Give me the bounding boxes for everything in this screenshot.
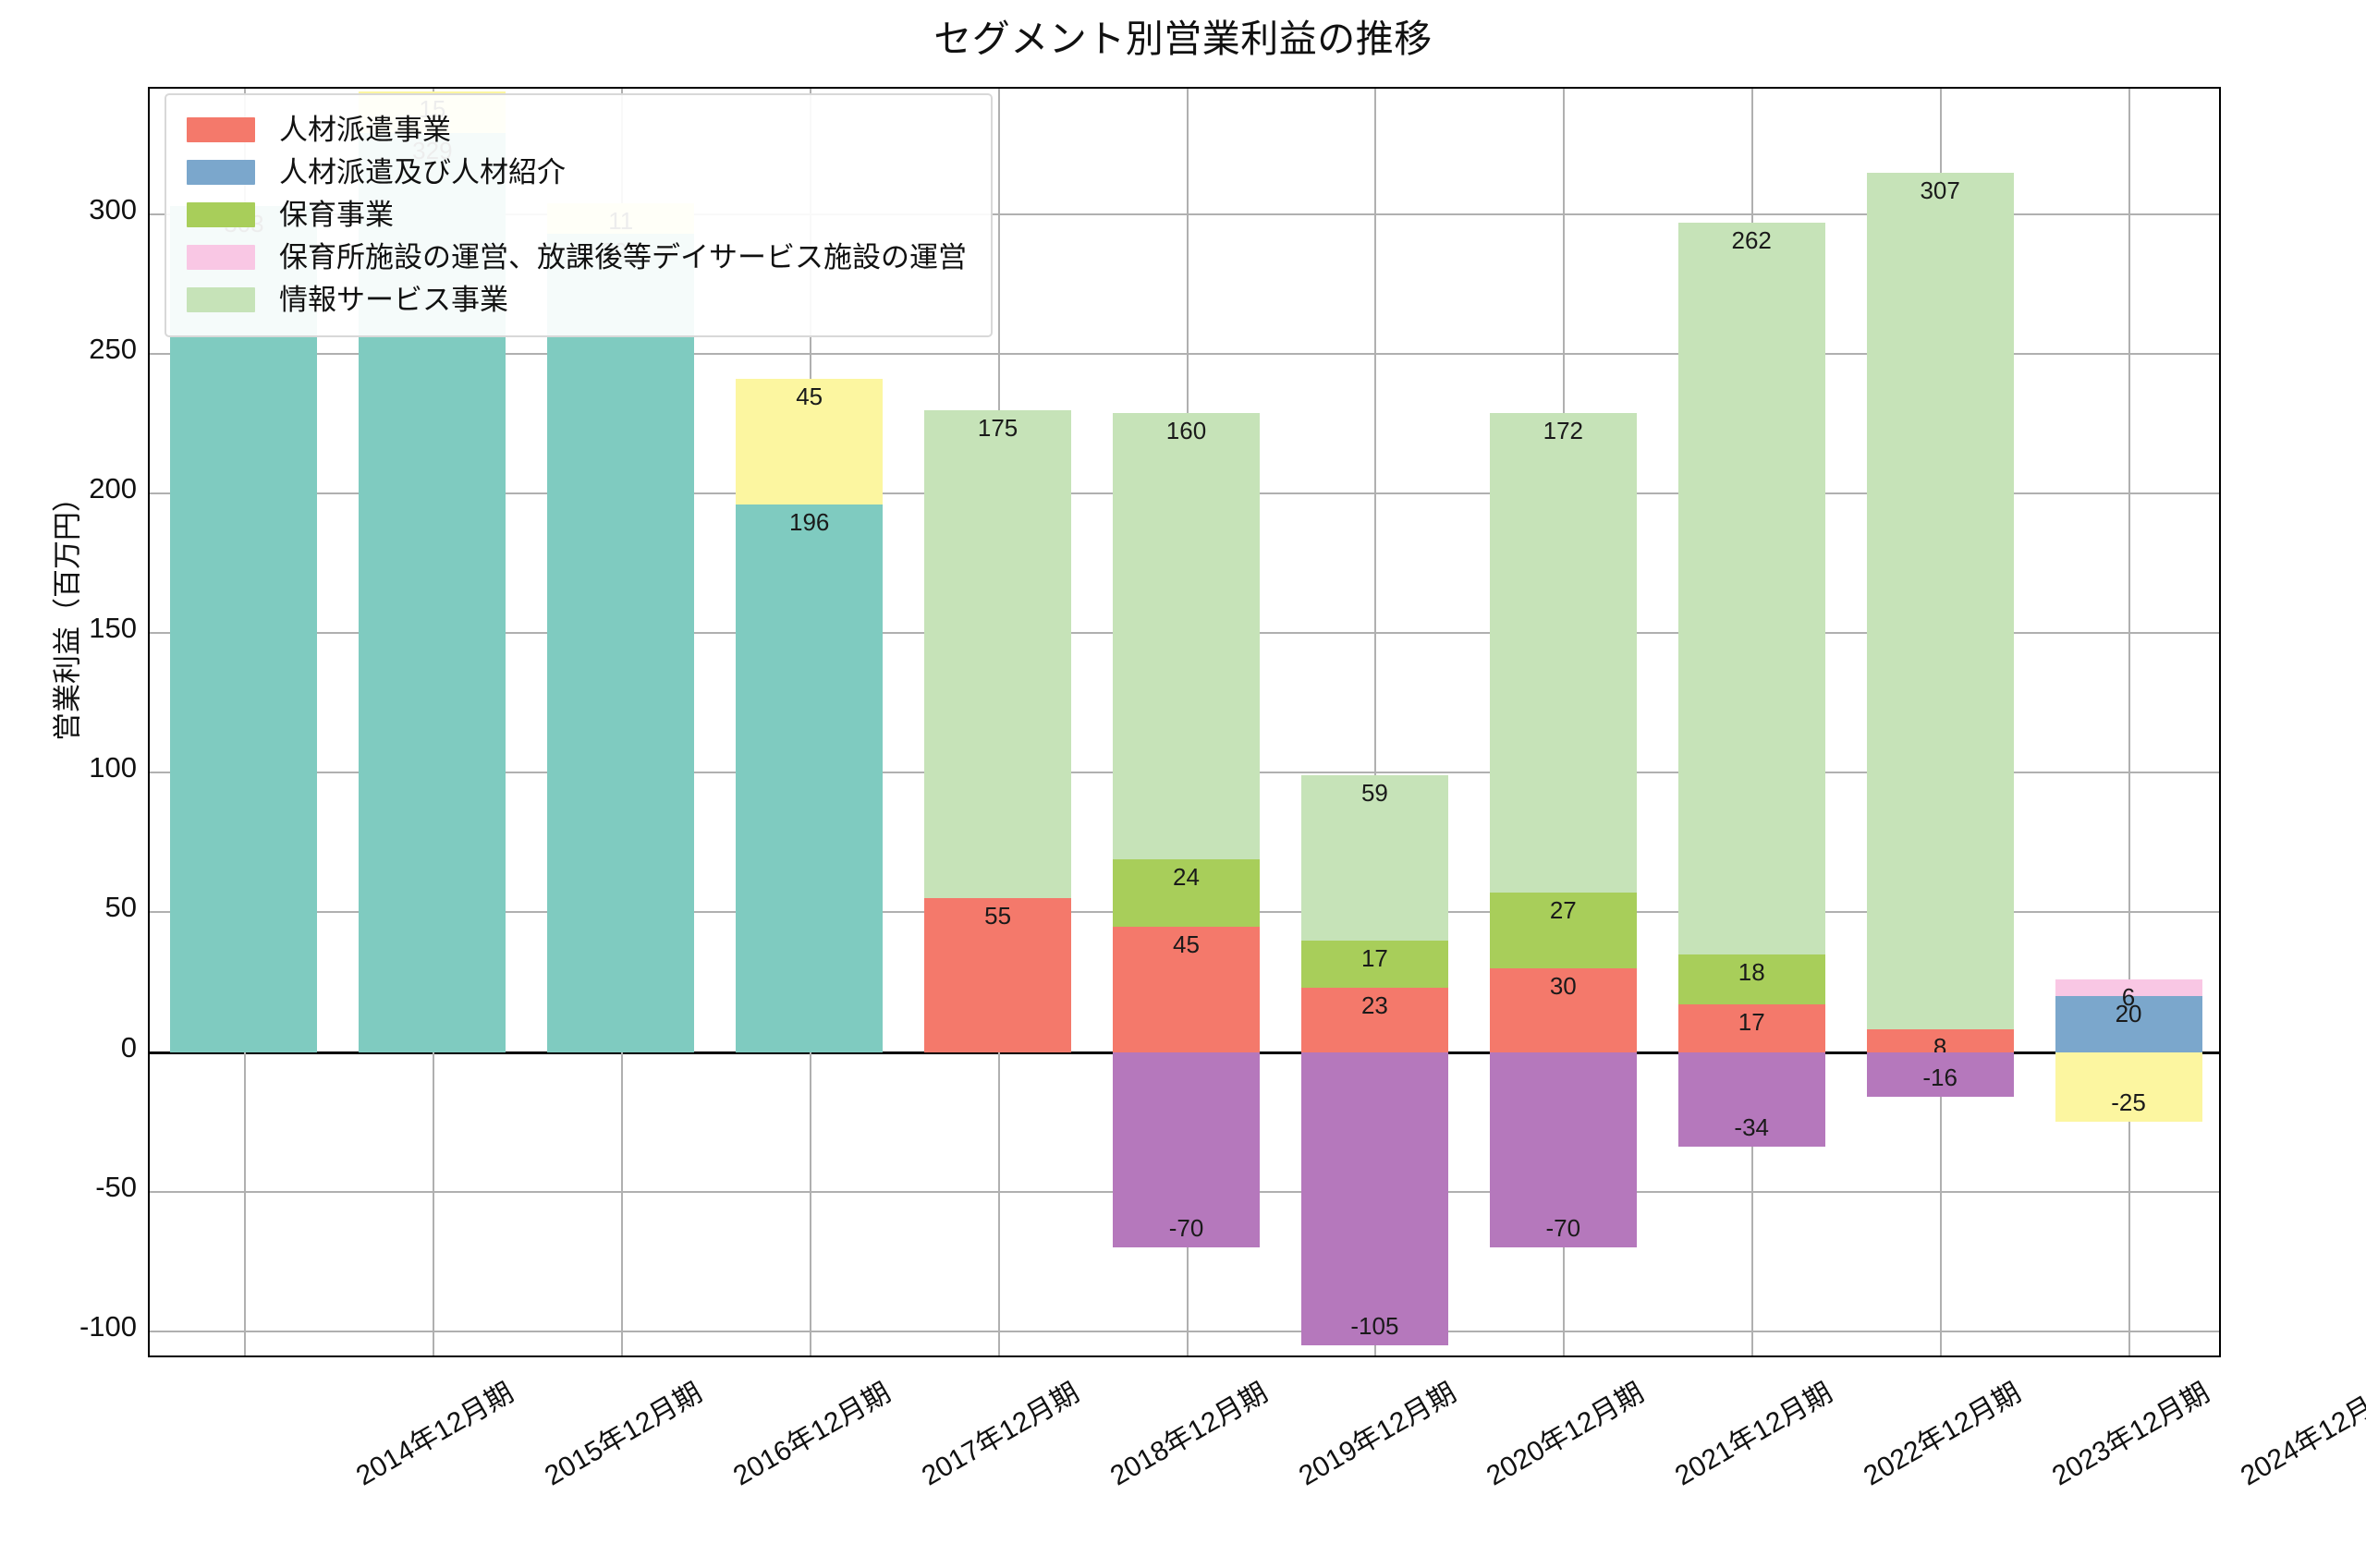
y-axis-tick-label: 150	[89, 612, 137, 645]
legend-item[interactable]: 保育事業	[187, 193, 967, 236]
bar-segment[interactable]	[1489, 412, 1637, 893]
bar-segment[interactable]	[1300, 940, 1448, 989]
legend-item[interactable]: 人材派遣事業	[187, 108, 967, 151]
x-axis-tick-label: 2014年12月期	[350, 1377, 519, 1492]
bar-segment[interactable]	[1112, 1051, 1261, 1248]
x-axis-tick-label: 2023年12月期	[2047, 1377, 2215, 1492]
bar-group[interactable]: 17 18 262 -34	[1677, 89, 1825, 1355]
y-axis-tick-label: 50	[104, 891, 137, 924]
legend-item-label: 保育所施設の運営、放課後等デイサービス施設の運営	[279, 240, 967, 273]
bar-segment[interactable]	[1677, 223, 1825, 954]
gridline-vertical	[2128, 89, 2131, 1355]
bar-segment[interactable]	[1300, 988, 1448, 1052]
bar-segment[interactable]	[736, 379, 884, 505]
y-axis-tick-label: 200	[89, 472, 137, 505]
bar-segment[interactable]	[2055, 979, 2202, 997]
bar-segment[interactable]	[1866, 1051, 2014, 1097]
bar-segment[interactable]	[1677, 954, 1825, 1005]
legend-swatch-icon	[187, 116, 255, 142]
gridline-horizontal	[150, 213, 2219, 215]
x-axis-tick-label: 2024年12月期	[2236, 1377, 2366, 1492]
y-axis-tick-label: 250	[89, 333, 137, 366]
bar-group[interactable]: 23 17 59 -105	[1300, 89, 1448, 1355]
legend-swatch-icon	[187, 201, 255, 227]
x-axis-tick-label: 2016年12月期	[727, 1377, 896, 1492]
bar-segment[interactable]	[1112, 926, 1261, 1052]
bar-group[interactable]: 8 307 -16	[1866, 89, 2014, 1355]
bar-segment[interactable]	[2055, 1051, 2202, 1123]
y-axis-tick-label: 300	[89, 192, 137, 225]
gridline-vertical	[1374, 89, 1377, 1355]
bar-group[interactable]: 303	[170, 89, 318, 1355]
bar-segment[interactable]	[547, 234, 695, 1052]
bar-segment[interactable]	[1866, 172, 2014, 1030]
bar-segment[interactable]	[736, 504, 884, 1052]
bar-segment[interactable]	[1300, 1051, 1448, 1345]
x-axis-tick-label: 2020年12月期	[1482, 1377, 1650, 1492]
bar-segment[interactable]	[170, 205, 318, 1052]
legend-item-label: 人材派遣事業	[279, 113, 451, 146]
x-axis-tick-label: 2022年12月期	[1859, 1377, 2027, 1492]
legend-item[interactable]: 保育所施設の運営、放課後等デイサービス施設の運営	[187, 236, 967, 278]
legend-item-label: 情報サービス事業	[279, 283, 508, 316]
bar-segment[interactable]	[1112, 412, 1261, 860]
bar-segment[interactable]	[924, 898, 1072, 1052]
legend-swatch-icon	[187, 244, 255, 270]
y-axis-tick-label: 100	[89, 751, 137, 784]
bar-group[interactable]: 45 24 160 -70	[1112, 89, 1261, 1355]
x-axis-tick-label: 2018年12月期	[1104, 1377, 1273, 1492]
legend-item[interactable]: 人材派遣及び人材紹介	[187, 151, 967, 193]
bar-segment[interactable]	[1866, 1029, 2014, 1052]
y-axis-tick-label: 0	[120, 1030, 137, 1064]
y-axis-tick-label: -50	[95, 1170, 137, 1203]
bar-segment[interactable]	[1489, 967, 1637, 1052]
gridline-horizontal	[150, 353, 2219, 356]
bar-segment[interactable]	[924, 409, 1072, 899]
bar-group[interactable]: 30 27 172 -70	[1489, 89, 1637, 1355]
legend-swatch-icon	[187, 286, 255, 312]
y-axis-tick-label: -100	[79, 1309, 137, 1343]
x-axis-tick-label: 2017年12月期	[916, 1377, 1084, 1492]
bar-group[interactable]: 20 6 -25	[2055, 89, 2202, 1355]
bar-group[interactable]: 55 175	[924, 89, 1072, 1355]
bar-segment[interactable]	[1489, 1051, 1637, 1248]
bar-segment[interactable]	[2055, 996, 2202, 1052]
page-title: セグメント別営業利益の推移	[933, 18, 1433, 60]
bar-segment[interactable]	[1677, 1051, 1825, 1148]
legend-swatch-icon	[187, 159, 255, 185]
legend-item-label: 人材派遣及び人材紹介	[279, 155, 566, 188]
legend-item[interactable]: 情報サービス事業	[187, 278, 967, 321]
x-axis-tick-label: 2021年12月期	[1670, 1377, 1838, 1492]
bar-segment[interactable]	[1677, 1004, 1825, 1052]
bar-group[interactable]: 196 45	[736, 89, 884, 1355]
bar-segment[interactable]	[1489, 893, 1637, 968]
bar-segment[interactable]	[1300, 775, 1448, 941]
x-axis-tick-label: 2015年12月期	[539, 1377, 707, 1492]
bar-segment[interactable]	[1112, 859, 1261, 927]
legend: 人材派遣事業人材派遣及び人材紹介 保育事業保育所施設の運営、放課後等デイサービス施…	[165, 93, 993, 337]
legend-item-label: 保育事業	[279, 198, 394, 231]
gridline-horizontal	[150, 1330, 2219, 1332]
x-axis-tick-label: 2019年12月期	[1293, 1377, 1461, 1492]
